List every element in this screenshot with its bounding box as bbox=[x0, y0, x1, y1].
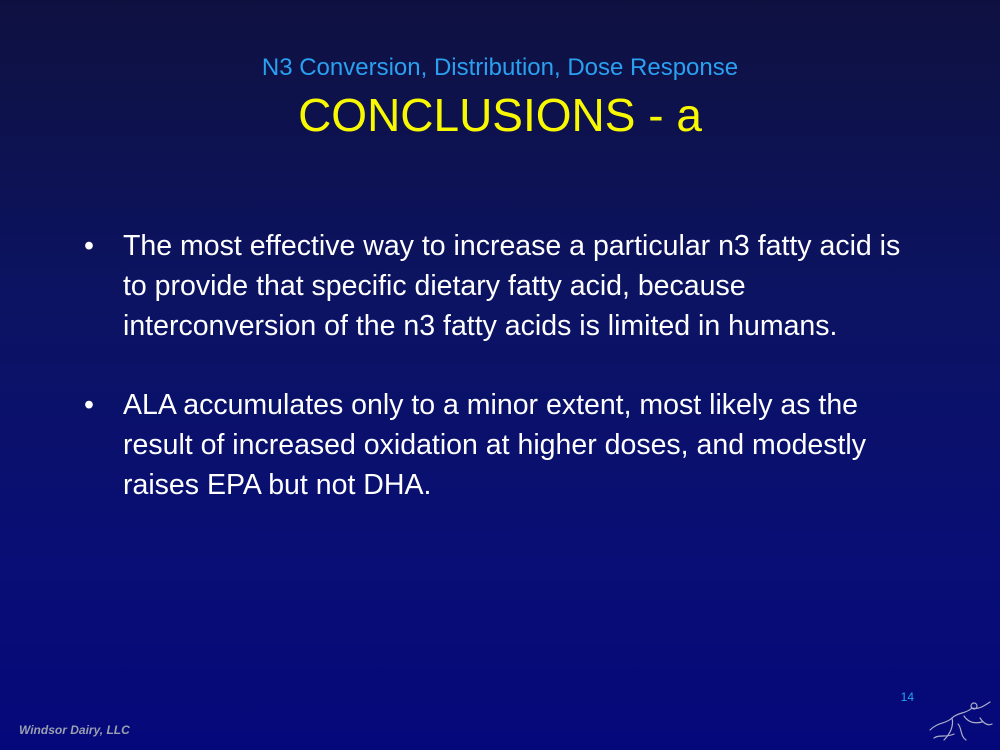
footer-company: Windsor Dairy, LLC bbox=[19, 723, 130, 737]
bullet-marker: • bbox=[84, 230, 94, 262]
slide-subtitle: N3 Conversion, Distribution, Dose Respon… bbox=[261, 54, 739, 81]
bullet-list: • The most effective way to increase a p… bbox=[84, 226, 914, 544]
bullet-text: The most effective way to increase a par… bbox=[123, 230, 901, 342]
slide-title: CONCLUSIONS - a bbox=[298, 89, 702, 141]
bullet-marker: • bbox=[84, 389, 94, 421]
sketch-logo-icon bbox=[929, 701, 993, 741]
bullet-item: • ALA accumulates only to a minor extent… bbox=[84, 385, 914, 505]
page-number: 14 bbox=[900, 690, 914, 704]
bullet-item: • The most effective way to increase a p… bbox=[84, 226, 914, 346]
bullet-text: ALA accumulates only to a minor extent, … bbox=[123, 389, 867, 501]
